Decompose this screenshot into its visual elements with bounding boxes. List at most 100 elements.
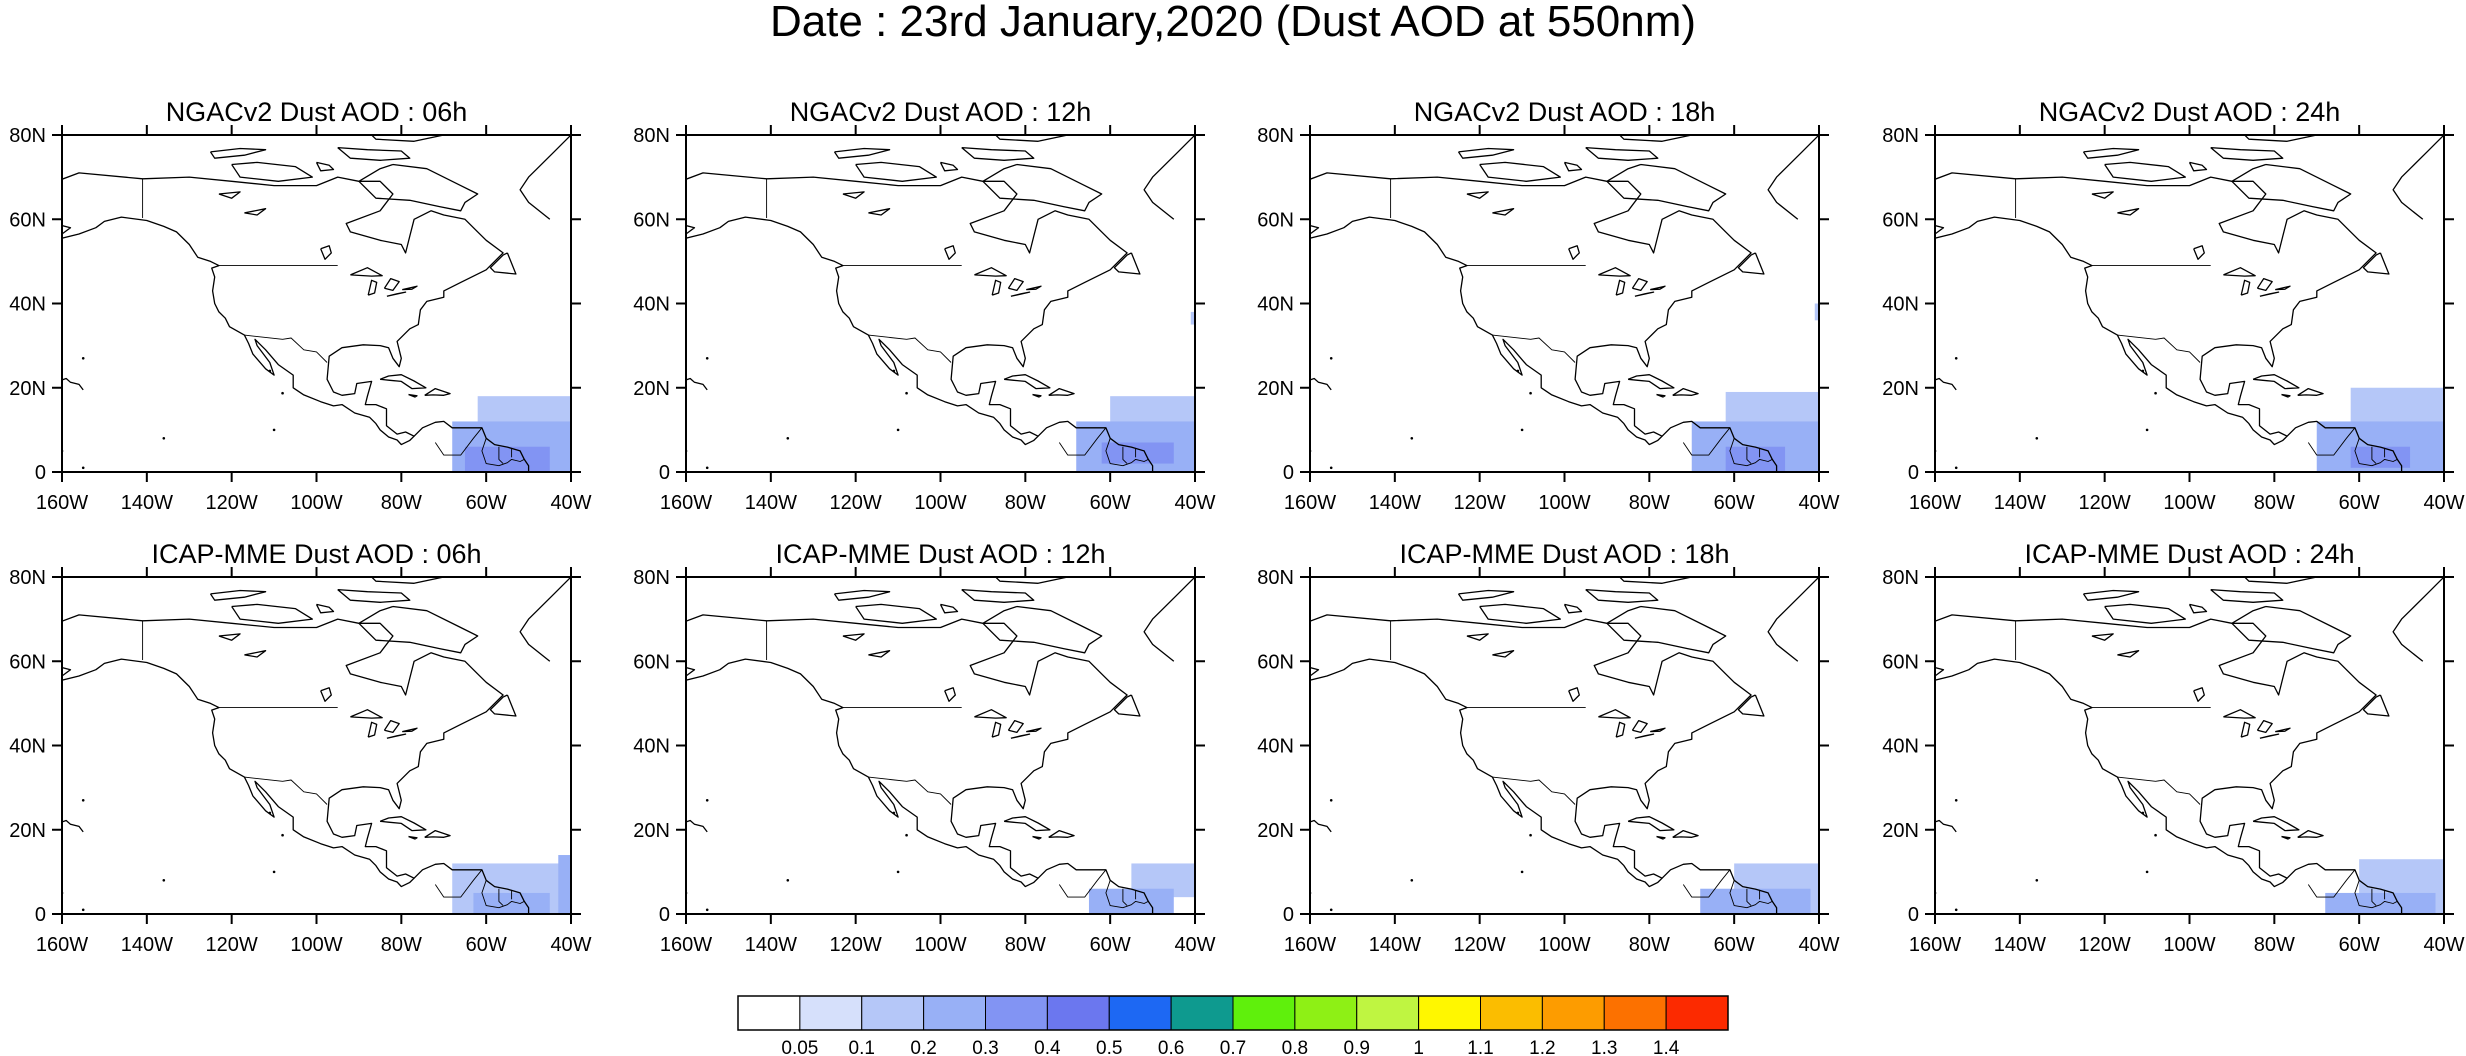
dust-aod-cell — [2325, 892, 2436, 914]
lake-outline — [2117, 650, 2140, 658]
coastline — [62, 658, 415, 888]
coastline — [2104, 161, 2186, 182]
lake-outline — [1634, 733, 1655, 739]
coastline — [1032, 393, 1042, 398]
country-border — [244, 776, 328, 805]
coastline — [370, 577, 445, 584]
lake-outline — [842, 633, 865, 641]
island-dot — [162, 437, 166, 440]
dust-aod-cell — [2350, 446, 2411, 468]
country-border — [1122, 446, 1128, 464]
coastline — [1585, 588, 1659, 603]
lon-tick-label: 160W — [660, 492, 712, 514]
country-border — [1492, 334, 1576, 363]
island-dot — [1954, 798, 1958, 802]
lake-outline — [1492, 208, 1515, 216]
lon-tick-label: 80W — [2254, 934, 2295, 956]
island-dot — [705, 798, 709, 802]
coastline — [2188, 603, 2208, 614]
lon-tick-label: 80W — [1005, 934, 1046, 956]
dust-aod-cell — [1190, 311, 1195, 325]
coastline — [231, 161, 313, 182]
panel-title: NGACv2 Dust AOD : 12h — [790, 97, 1092, 127]
lake-outline — [1598, 709, 1631, 719]
lon-tick-label: 160W — [1909, 934, 1961, 956]
lon-tick-label: 60W — [466, 492, 507, 514]
country-border — [1729, 880, 1773, 909]
lat-tick-label: 80N — [1257, 567, 1294, 589]
dust-aod-field — [452, 855, 571, 914]
dust-aod-field — [1076, 311, 1195, 472]
coastline — [2188, 161, 2208, 172]
colorbar-swatch — [799, 995, 863, 1031]
coastline — [1672, 387, 1699, 396]
island-dot — [1520, 428, 1524, 432]
island-dot — [1329, 908, 1333, 912]
dust-aod-cell — [473, 892, 550, 914]
panel-title: ICAP-MME Dust AOD : 12h — [775, 539, 1105, 569]
coastline — [686, 216, 1039, 446]
dust-aod-cell — [464, 446, 550, 472]
coastline — [2297, 829, 2324, 838]
lat-tick-label: 80N — [9, 567, 46, 589]
coastline — [1310, 216, 1663, 446]
coastline — [1113, 252, 1141, 275]
lat-tick-label: 0 — [1908, 904, 1919, 926]
panel-title: ICAP-MME Dust AOD : 06h — [151, 539, 481, 569]
dust-aod-field — [2325, 859, 2444, 914]
colorbar-swatch — [1356, 995, 1420, 1031]
coastline — [2082, 147, 2140, 159]
lat-tick-label: 0 — [659, 462, 670, 484]
map-panel: NGACv2 Dust AOD : 12h 160W 140W 120W 100W 80W… — [633, 97, 1215, 514]
colorbar-swatch — [1480, 995, 1543, 1031]
lon-tick-label: 100W — [290, 492, 342, 514]
lake-outline — [2193, 245, 2205, 260]
lon-tick-label: 60W — [1714, 492, 1755, 514]
coastline — [62, 819, 84, 833]
lake-outline — [2091, 191, 2114, 199]
coastline — [379, 816, 427, 832]
island-dot — [2145, 870, 2149, 874]
coastline — [2210, 588, 2284, 603]
lat-tick-label: 60N — [9, 651, 46, 673]
coastline — [408, 393, 418, 398]
panel-title: NGACv2 Dust AOD : 18h — [1414, 97, 1716, 127]
lat-tick-label: 80N — [633, 567, 670, 589]
colorbar-label: 0.5 — [1096, 1038, 1122, 1056]
island-dot — [892, 811, 896, 815]
country-border — [1492, 776, 1576, 805]
country-border — [2354, 438, 2398, 467]
lake-outline — [1010, 733, 1031, 739]
coastline — [833, 147, 891, 159]
coastline — [315, 161, 335, 172]
lon-tick-label: 80W — [1005, 492, 1046, 514]
island-dot — [81, 798, 85, 802]
lon-tick-label: 120W — [1454, 934, 1506, 956]
coastline — [489, 252, 517, 275]
figure-title: Date : 23rd January,2020 (Dust AOD at 55… — [769, 0, 1697, 46]
lat-tick-label: 0 — [1283, 462, 1294, 484]
lon-tick-label: 140W — [121, 934, 173, 956]
coastline — [2281, 393, 2291, 398]
lon-tick-label: 100W — [2163, 492, 2215, 514]
country-border — [1058, 869, 1107, 898]
lake-outline — [2117, 208, 2140, 216]
country-border — [1058, 427, 1107, 456]
lake-outline — [991, 279, 1002, 296]
country-border — [2354, 880, 2398, 909]
lake-outline — [1010, 291, 1031, 297]
coastline — [1767, 577, 1819, 662]
colorbar-swatch — [737, 995, 801, 1031]
coastline — [2104, 603, 2186, 624]
lake-outline — [974, 709, 1007, 719]
map-panel: ICAP-MME Dust AOD : 24h 160W 140W 120W 100W 8… — [1882, 539, 2464, 956]
coastline — [961, 146, 1035, 161]
island-dot — [268, 811, 272, 815]
colorbar-swatch — [985, 995, 1048, 1031]
coastline — [62, 614, 530, 914]
lon-tick-label: 60W — [466, 934, 507, 956]
dust-aod-cell — [1725, 446, 1786, 472]
lat-tick-label: 60N — [1257, 651, 1294, 673]
island-dot — [81, 356, 85, 360]
